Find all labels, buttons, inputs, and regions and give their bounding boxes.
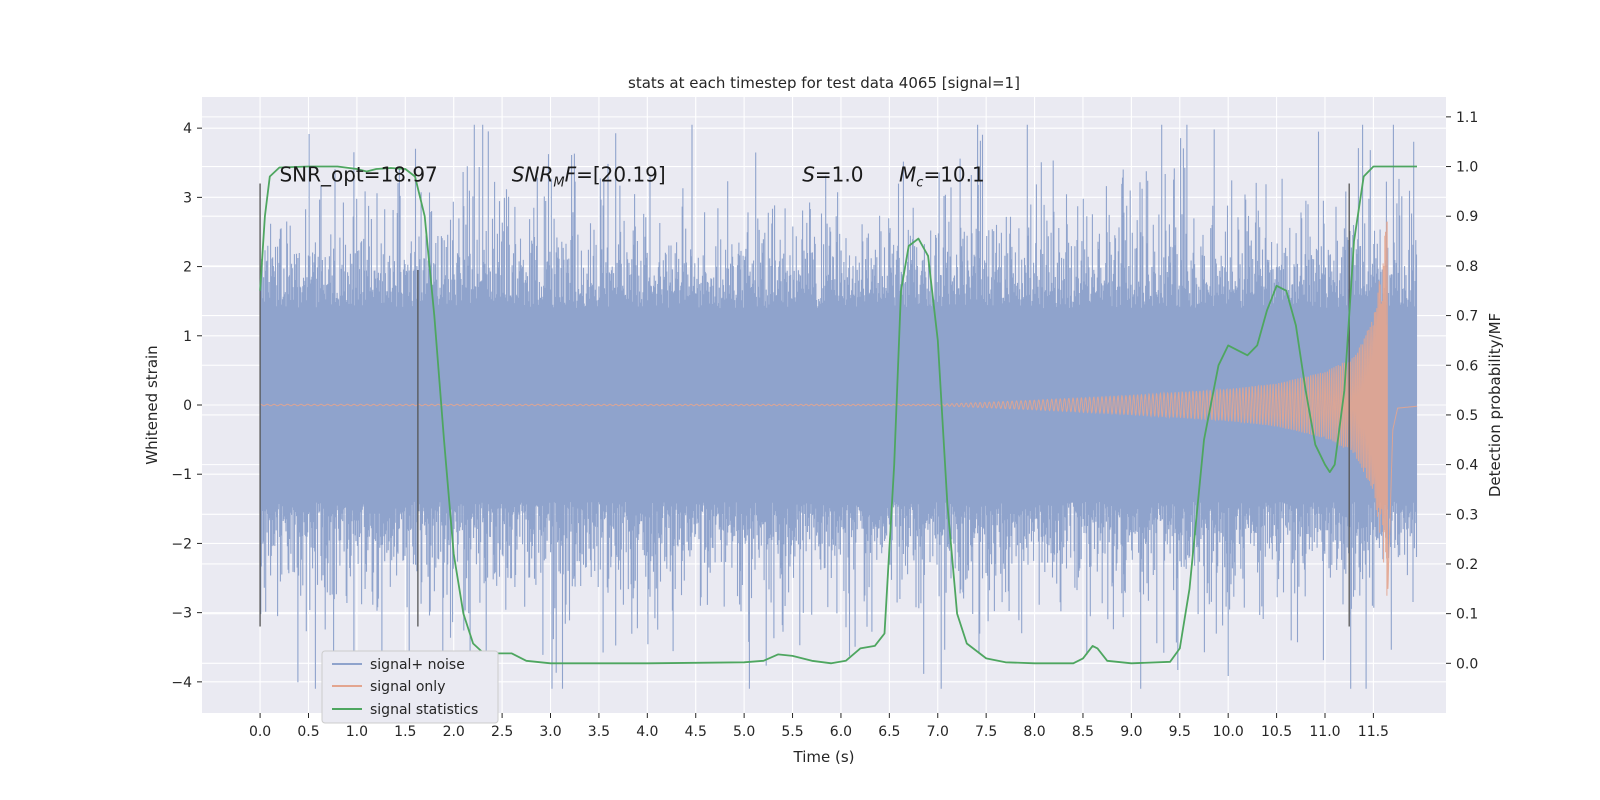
x-tick-label: 5.0 xyxy=(733,724,755,740)
y-left-tick-label: 2 xyxy=(183,260,192,276)
y-left-tick-label: 0 xyxy=(183,398,192,414)
x-tick-label: 11.0 xyxy=(1309,724,1340,740)
x-tick-label: 8.0 xyxy=(1023,724,1045,740)
x-tick-label: 9.5 xyxy=(1169,724,1191,740)
chirp-line xyxy=(259,221,1418,596)
y-right-tick-label: 0.7 xyxy=(1456,309,1478,325)
y-axis-right-label: Detection probability/MF xyxy=(1486,313,1504,497)
x-tick-label: 0.0 xyxy=(249,724,271,740)
y-right-tick-label: 0.5 xyxy=(1456,408,1478,424)
y-axis-left-label: Whitened strain xyxy=(143,345,161,464)
x-tick-label: 6.0 xyxy=(830,724,852,740)
y-left-tick-label: −3 xyxy=(171,606,192,622)
x-tick-label: 1.0 xyxy=(346,724,368,740)
y-right-tick-label: 0.3 xyxy=(1456,507,1478,523)
x-tick-label: 2.5 xyxy=(491,724,513,740)
annotation-after-italic: F xyxy=(565,163,577,187)
x-axis-ticks: 0.0 0.5 1.0 1.5 2.0 2.5 3.0 3.5 4.0 4.5 5.0 5.5 6.0 6… xyxy=(249,713,1389,740)
y-right-tick-label: 0.9 xyxy=(1456,209,1478,225)
x-tick-label: 8.5 xyxy=(1072,724,1094,740)
annotation-sub: c xyxy=(916,176,923,191)
x-tick-label: 4.0 xyxy=(636,724,658,740)
y-right-tick-label: 0.0 xyxy=(1456,656,1478,672)
x-tick-label: 10.5 xyxy=(1261,724,1292,740)
y-right-tick-label: 0.4 xyxy=(1456,458,1478,474)
annotation: Mc=10.1 xyxy=(899,163,985,191)
y-right-tick-label: 0.8 xyxy=(1456,259,1478,275)
x-axis-label: Time (s) xyxy=(793,748,855,766)
legend: signal+ noise signal only signal statist… xyxy=(321,650,499,724)
x-tick-label: 2.0 xyxy=(443,724,465,740)
annotation-main: SNR xyxy=(512,163,554,187)
annotation: SNR_opt=18.97 xyxy=(279,163,437,187)
x-tick-label: 11.5 xyxy=(1358,724,1389,740)
x-tick-label: 9.0 xyxy=(1120,724,1142,740)
legend-box xyxy=(321,650,499,724)
y-left-tick-label: −2 xyxy=(171,536,192,552)
y-left-tick-label: 3 xyxy=(183,190,192,206)
y-right-tick-label: 0.6 xyxy=(1456,358,1478,374)
chart-title: stats at each timestep for test data 406… xyxy=(628,74,1020,92)
legend-label-signal-statistics: signal statistics xyxy=(370,702,478,718)
series-signal-only xyxy=(259,221,1418,596)
y-right-tick-label: 1.0 xyxy=(1456,160,1478,176)
vertical-markers xyxy=(259,183,1350,627)
x-tick-label: 4.5 xyxy=(685,724,707,740)
y-left-tick-label: −1 xyxy=(171,467,192,483)
x-tick-label: 6.5 xyxy=(878,724,900,740)
x-tick-label: 7.5 xyxy=(975,724,997,740)
x-tick-label: 10.0 xyxy=(1213,724,1244,740)
series-signal-statistics xyxy=(259,165,1417,665)
x-tick-label: 3.0 xyxy=(539,724,561,740)
annotation-after: =[20.19] xyxy=(576,163,666,187)
x-tick-label: 0.5 xyxy=(297,724,319,740)
x-tick-label: 5.5 xyxy=(781,724,803,740)
x-tick-label: 3.5 xyxy=(588,724,610,740)
annotation: SNRMF=[20.19] xyxy=(512,163,666,191)
y-right-tick-label: 0.2 xyxy=(1456,557,1478,573)
annotation-main: SNR_opt=18.97 xyxy=(279,163,437,187)
y-right-tick-label: 0.1 xyxy=(1456,607,1478,623)
probability-line xyxy=(259,165,1417,665)
y-axis-left-ticks: 4 3 2 1 0 −1 −2 −3 −4 xyxy=(171,121,202,691)
y-left-tick-label: 4 xyxy=(183,121,192,137)
x-tick-label: 1.5 xyxy=(394,724,416,740)
annotation-sub: M xyxy=(553,176,564,191)
y-left-tick-label: 1 xyxy=(183,329,192,345)
annotations: SNR_opt=18.97 SNRMF=[20.19] S=1.0 Mc=10.1 xyxy=(279,163,984,191)
y-left-tick-label: −4 xyxy=(171,675,192,691)
x-tick-label: 7.0 xyxy=(927,724,949,740)
annotation-main: S xyxy=(802,163,815,187)
y-axis-right-ticks: 1.1 1.0 0.9 0.8 0.7 0.6 0.5 0.4 0.3 0.2 0.1 0.0 xyxy=(1446,110,1478,672)
annotation-after: =10.1 xyxy=(923,163,984,187)
annotation-main: M xyxy=(899,163,916,187)
annotation: S=1.0 xyxy=(802,163,863,187)
legend-label-signal-plus-noise: signal+ noise xyxy=(370,657,465,673)
legend-label-signal-only: signal only xyxy=(370,679,445,695)
annotation-after: =1.0 xyxy=(815,163,864,187)
y-right-tick-label: 1.1 xyxy=(1456,110,1478,126)
